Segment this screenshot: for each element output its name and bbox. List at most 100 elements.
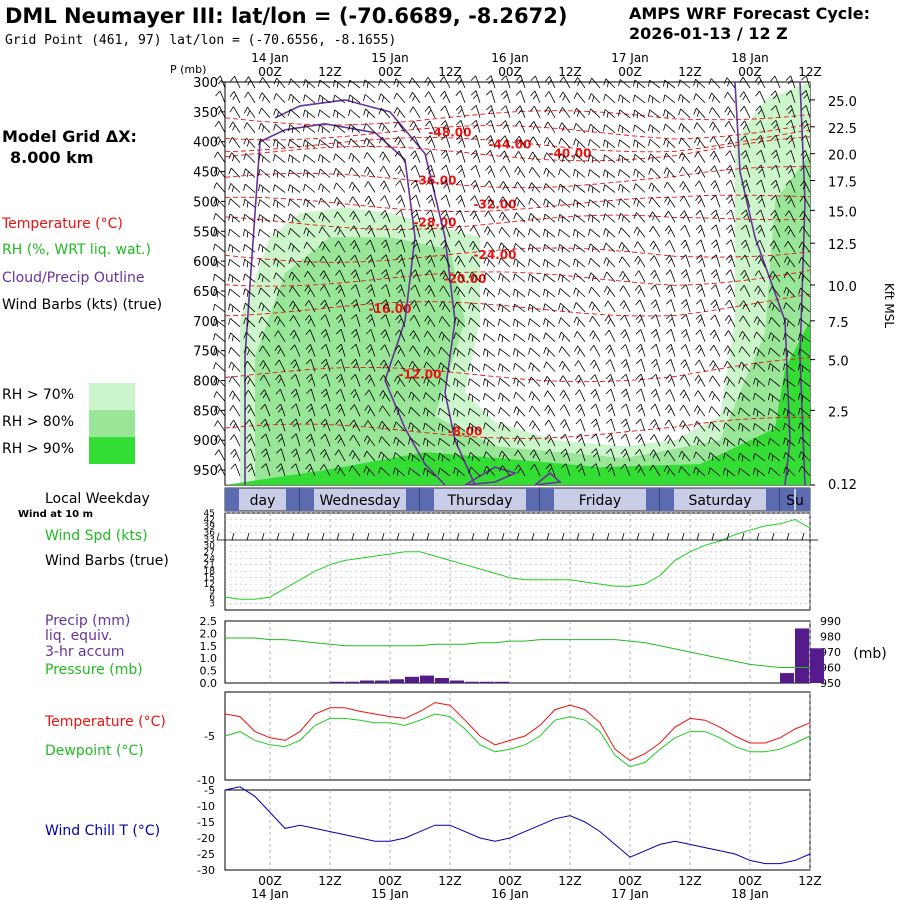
wind-barb-flag	[473, 94, 478, 100]
wind-barb	[528, 405, 541, 417]
wind-barb-flag	[273, 93, 277, 100]
wind-barb-flag	[367, 347, 373, 353]
wind-barb-flag	[544, 91, 550, 98]
wind-barb	[544, 405, 556, 417]
wind-barb-flag	[288, 169, 291, 177]
wind-barb-flag	[591, 156, 594, 163]
wind-barb-flag	[363, 435, 368, 442]
wind-barb-flag	[485, 165, 491, 171]
wind-barb-shaft	[274, 213, 286, 223]
wind-barb-flag	[471, 425, 474, 432]
wind-barb	[483, 333, 496, 343]
wind-barb	[498, 318, 511, 328]
wind-barb-shaft	[305, 198, 316, 208]
wind-barb-flag	[470, 75, 476, 81]
wind-barb-shaft	[534, 464, 541, 477]
wind-barb-flag	[349, 450, 354, 457]
wind-barb-flag	[318, 109, 321, 117]
wind-barb	[228, 213, 241, 223]
wind-barb	[393, 452, 406, 462]
wind-barb-flag	[410, 254, 417, 260]
wind-barb-shaft	[276, 301, 286, 313]
wind-barb-shaft	[352, 450, 361, 462]
wind-barb-flag	[378, 451, 382, 459]
wind-barb-flag	[243, 317, 247, 325]
wind-barb-shaft	[514, 362, 526, 372]
wind-barb-flag	[305, 359, 312, 365]
wind-barb	[320, 433, 331, 447]
wind-barb-flag	[244, 375, 249, 382]
wind-barb-flag	[321, 156, 324, 163]
wind-barb	[259, 77, 271, 89]
wind-barb	[243, 106, 256, 119]
precip-bar	[480, 681, 494, 683]
wind-barb-shaft	[488, 195, 496, 208]
wind-barb	[378, 136, 391, 148]
wind-barb-flag	[558, 360, 563, 368]
wind-barb	[528, 166, 541, 178]
wind-barb-flag	[502, 184, 506, 191]
wind-barb-flag	[288, 242, 292, 250]
wind-barb-flag	[558, 229, 561, 237]
wind-barb	[588, 108, 601, 119]
wind-barb-shaft	[515, 406, 526, 417]
wind-barb-shaft	[349, 94, 361, 104]
wind-barb-flag	[318, 79, 321, 87]
wind-barb	[423, 467, 436, 477]
wind-barb	[228, 137, 241, 148]
wind-barb-shaft	[280, 433, 286, 447]
wind-barb-flag	[231, 186, 234, 192]
wind-barb	[558, 360, 571, 372]
wind-barb-shaft	[454, 393, 466, 402]
pressure-tick: 990	[820, 615, 841, 628]
precip-tick: 2.5	[200, 615, 218, 628]
wind-barb-flag	[364, 389, 370, 396]
wind-barb	[274, 330, 286, 342]
wind-barb	[305, 418, 316, 432]
wind-barb-shaft	[276, 77, 286, 89]
wind-barb-flag	[350, 240, 355, 246]
wind-barb-shaft	[354, 240, 361, 253]
wind-barb-flag	[484, 226, 488, 233]
wind-barb-shaft	[250, 463, 256, 477]
precip-tick: 0.0	[200, 677, 218, 690]
wind-barb-flag	[320, 403, 327, 409]
wind-barb-shaft	[559, 288, 571, 298]
wind-barb	[588, 184, 601, 193]
wind-barb-flag	[561, 156, 565, 162]
wind-barb	[244, 91, 256, 104]
wind-barb-flag	[348, 123, 351, 131]
wind-barb-flag	[292, 304, 296, 310]
wind-barb	[513, 377, 526, 387]
wind-barb	[528, 303, 541, 313]
wind-barb	[543, 228, 556, 238]
wind-barb	[215, 90, 226, 104]
wind-barb-shaft	[490, 90, 496, 104]
wind-barb	[425, 150, 436, 163]
wind-barb	[453, 393, 466, 402]
wind-barb-shaft	[244, 273, 256, 283]
wind-barb-flag	[577, 378, 582, 384]
wind-barb-flag	[501, 245, 505, 252]
cloud-outline-small	[464, 466, 518, 486]
wind-barb	[544, 121, 556, 133]
wind-barb-flag	[273, 272, 277, 280]
wind-barb	[425, 254, 436, 268]
wind-barb	[529, 434, 541, 447]
wind-barb-shaft	[486, 257, 496, 268]
wind-barb-flag	[258, 273, 261, 280]
wind-barb-flag	[363, 137, 367, 145]
wind-barb-shaft	[469, 363, 481, 372]
wind-barb	[394, 121, 406, 133]
wind-barb-shaft	[321, 226, 331, 238]
wind-barb-flag	[561, 246, 564, 253]
wind-barb-flag	[498, 288, 501, 296]
wind-barb-flag	[290, 463, 297, 469]
wind-barb	[364, 389, 376, 402]
wind-barb	[573, 123, 586, 133]
wind-barb-flag	[483, 378, 486, 386]
wind-barb	[543, 273, 556, 283]
wind-barb	[350, 284, 361, 298]
wind-barb	[320, 343, 331, 357]
wind-barb-flag	[290, 344, 295, 351]
